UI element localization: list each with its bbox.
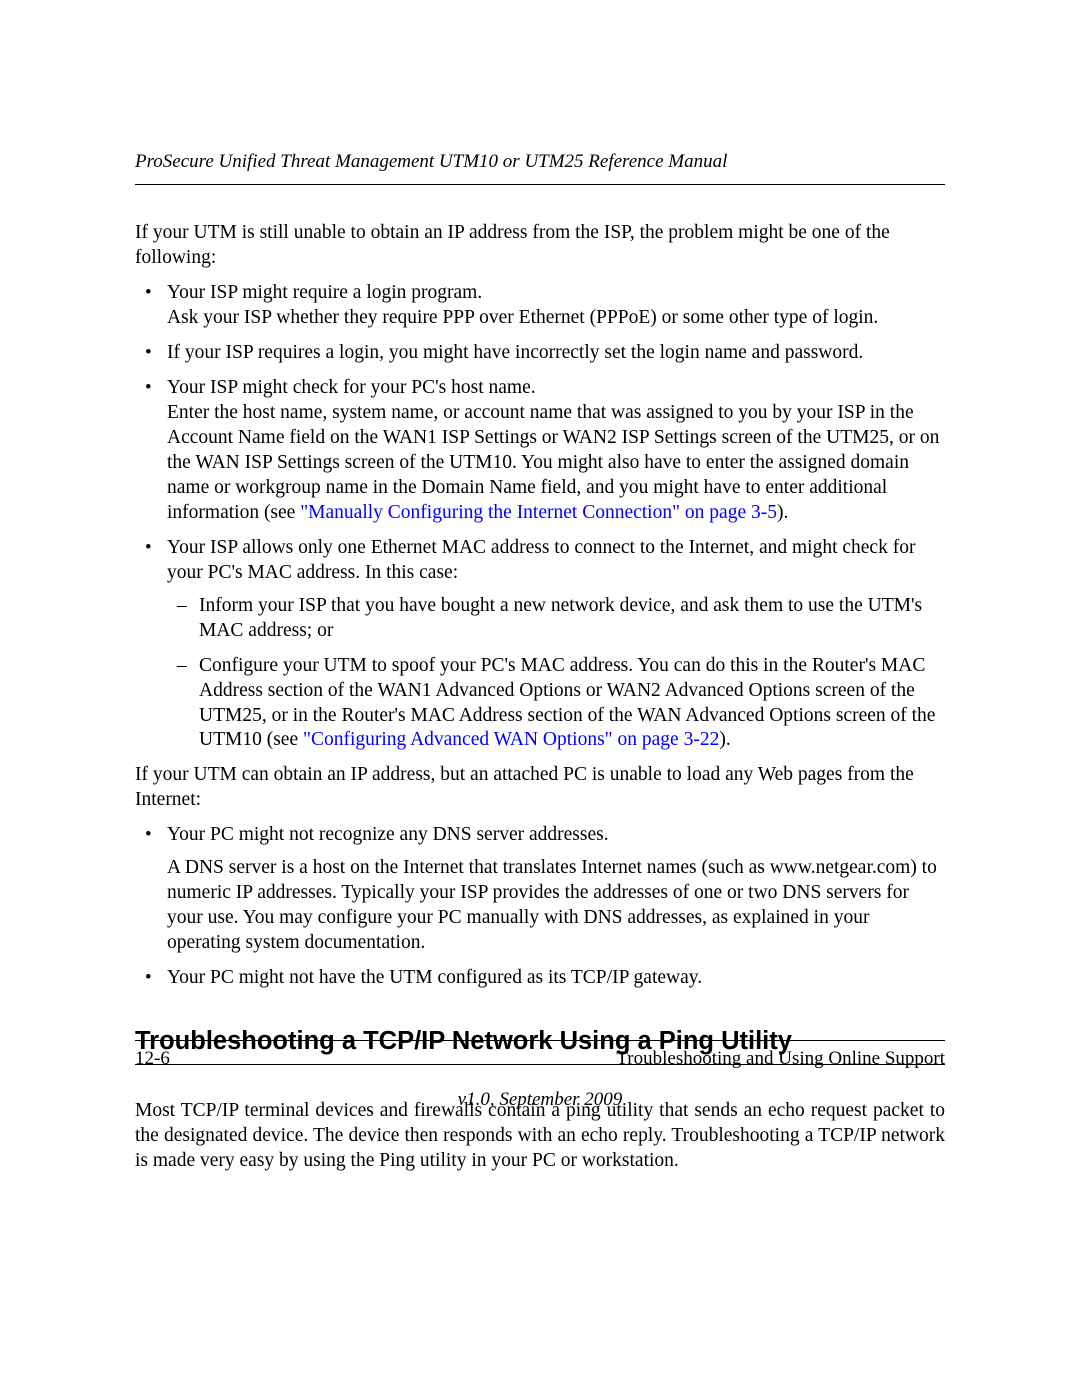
- footer-row: 12-6 Troubleshooting and Using Online Su…: [135, 1047, 945, 1071]
- list-item-text: Inform your ISP that you have bought a n…: [199, 595, 922, 641]
- document-page: ProSecure Unified Threat Management UTM1…: [0, 0, 1080, 1397]
- list-item: Your PC might not recognize any DNS serv…: [135, 823, 945, 956]
- page-number: 12-6: [135, 1047, 170, 1071]
- list-item: If your ISP requires a login, you might …: [135, 341, 945, 366]
- cross-reference-link[interactable]: "Manually Configuring the Internet Conne…: [300, 502, 777, 523]
- footer-rule: [135, 1040, 945, 1041]
- list-item: Your ISP might check for your PC's host …: [135, 376, 945, 526]
- list-item: Your ISP might require a login program. …: [135, 281, 945, 331]
- list-item-paragraph: A DNS server is a host on the Internet t…: [167, 856, 945, 956]
- sub-list: Inform your ISP that you have bought a n…: [167, 594, 945, 754]
- list-item-text: Your ISP might require a login program.: [167, 282, 482, 303]
- troubleshoot-list-1: Your ISP might require a login program. …: [135, 281, 945, 753]
- page-footer: 12-6 Troubleshooting and Using Online Su…: [135, 1040, 945, 1112]
- list-item-text: Ask your ISP whether they require PPP ov…: [167, 307, 878, 328]
- list-item-text: Your ISP allows only one Ethernet MAC ad…: [167, 537, 915, 583]
- cross-reference-link[interactable]: "Configuring Advanced WAN Options" on pa…: [303, 729, 719, 750]
- list-item-text: Your PC might not recognize any DNS serv…: [167, 824, 609, 845]
- troubleshoot-list-2: Your PC might not recognize any DNS serv…: [135, 823, 945, 991]
- sub-list-item: Configure your UTM to spoof your PC's MA…: [167, 654, 945, 754]
- list-item: Your ISP allows only one Ethernet MAC ad…: [135, 536, 945, 754]
- list-item-text: Your PC might not have the UTM configure…: [167, 967, 702, 988]
- chapter-title: Troubleshooting and Using Online Support: [616, 1047, 945, 1071]
- list-item-text: If your ISP requires a login, you might …: [167, 342, 863, 363]
- list-item-text: ).: [719, 729, 730, 750]
- list-item-text: Your ISP might check for your PC's host …: [167, 377, 536, 398]
- version-line: v1.0, September 2009: [135, 1088, 945, 1112]
- running-header: ProSecure Unified Threat Management UTM1…: [135, 150, 945, 185]
- list-item: Your PC might not have the UTM configure…: [135, 966, 945, 991]
- mid-paragraph: If your UTM can obtain an IP address, bu…: [135, 763, 945, 813]
- sub-list-item: Inform your ISP that you have bought a n…: [167, 594, 945, 644]
- intro-paragraph: If your UTM is still unable to obtain an…: [135, 221, 945, 271]
- list-item-text: ).: [777, 502, 788, 523]
